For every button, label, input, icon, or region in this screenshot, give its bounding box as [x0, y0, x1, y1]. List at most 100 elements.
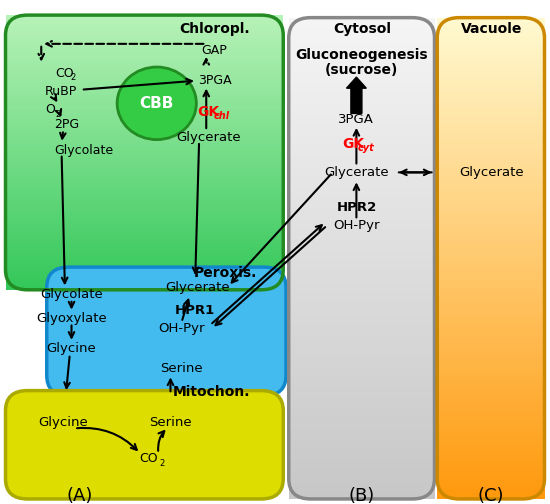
- Polygon shape: [437, 183, 544, 186]
- Polygon shape: [437, 410, 544, 412]
- Polygon shape: [6, 136, 283, 138]
- Polygon shape: [289, 215, 434, 217]
- Polygon shape: [437, 188, 544, 191]
- Polygon shape: [437, 494, 544, 496]
- Polygon shape: [6, 57, 283, 59]
- Text: HPR1: HPR1: [175, 304, 216, 318]
- Text: 3PGA: 3PGA: [338, 113, 375, 127]
- Polygon shape: [289, 123, 434, 126]
- Polygon shape: [437, 239, 544, 241]
- Polygon shape: [437, 313, 544, 316]
- Text: GK: GK: [342, 137, 364, 151]
- Polygon shape: [437, 477, 544, 480]
- Polygon shape: [437, 152, 544, 155]
- Polygon shape: [289, 287, 434, 290]
- Polygon shape: [289, 408, 434, 410]
- Polygon shape: [437, 186, 544, 188]
- Polygon shape: [289, 18, 434, 20]
- Polygon shape: [437, 148, 544, 150]
- Polygon shape: [289, 222, 434, 225]
- Polygon shape: [289, 85, 434, 87]
- Polygon shape: [289, 321, 434, 323]
- Polygon shape: [289, 273, 434, 275]
- Polygon shape: [437, 181, 544, 183]
- Polygon shape: [437, 167, 544, 169]
- Polygon shape: [6, 229, 283, 231]
- Text: Mitochon.: Mitochon.: [173, 385, 250, 399]
- Polygon shape: [437, 114, 544, 116]
- Polygon shape: [289, 155, 434, 157]
- Polygon shape: [437, 429, 544, 431]
- Polygon shape: [289, 133, 434, 136]
- Polygon shape: [6, 84, 283, 85]
- Polygon shape: [437, 316, 544, 319]
- Polygon shape: [437, 20, 544, 23]
- Polygon shape: [6, 273, 283, 275]
- Polygon shape: [6, 22, 283, 23]
- Polygon shape: [437, 326, 544, 328]
- Polygon shape: [289, 422, 434, 424]
- Polygon shape: [6, 235, 283, 236]
- Polygon shape: [437, 439, 544, 441]
- Polygon shape: [6, 123, 283, 125]
- Polygon shape: [437, 123, 544, 126]
- Polygon shape: [289, 340, 434, 343]
- Polygon shape: [437, 323, 544, 326]
- Polygon shape: [437, 169, 544, 172]
- Polygon shape: [437, 191, 544, 194]
- Polygon shape: [6, 60, 283, 62]
- Polygon shape: [6, 19, 283, 21]
- Polygon shape: [289, 415, 434, 417]
- Polygon shape: [289, 237, 434, 239]
- Polygon shape: [289, 99, 434, 102]
- Text: cyt: cyt: [358, 143, 375, 153]
- Text: Chloropl.: Chloropl.: [180, 22, 250, 36]
- Polygon shape: [289, 46, 434, 49]
- Polygon shape: [289, 241, 434, 244]
- Polygon shape: [6, 76, 283, 77]
- Polygon shape: [6, 155, 283, 157]
- Polygon shape: [289, 400, 434, 403]
- Polygon shape: [437, 145, 544, 148]
- Polygon shape: [6, 237, 283, 239]
- Polygon shape: [6, 161, 283, 162]
- Polygon shape: [289, 131, 434, 133]
- Polygon shape: [6, 91, 283, 92]
- Polygon shape: [6, 169, 283, 170]
- Polygon shape: [289, 97, 434, 99]
- Polygon shape: [6, 111, 283, 112]
- Polygon shape: [437, 126, 544, 129]
- Polygon shape: [289, 58, 434, 61]
- Polygon shape: [289, 37, 434, 39]
- Text: (B): (B): [349, 487, 375, 504]
- Polygon shape: [289, 129, 434, 131]
- Polygon shape: [6, 268, 283, 269]
- Polygon shape: [6, 95, 283, 96]
- Polygon shape: [437, 419, 544, 422]
- Polygon shape: [6, 77, 283, 78]
- Polygon shape: [289, 482, 434, 484]
- Polygon shape: [6, 276, 283, 277]
- Polygon shape: [289, 263, 434, 266]
- Polygon shape: [6, 159, 283, 161]
- Polygon shape: [437, 201, 544, 203]
- Polygon shape: [289, 328, 434, 331]
- Polygon shape: [6, 224, 283, 225]
- Polygon shape: [437, 198, 544, 201]
- Polygon shape: [437, 489, 544, 492]
- Polygon shape: [6, 228, 283, 229]
- Polygon shape: [289, 248, 434, 251]
- Polygon shape: [6, 43, 283, 44]
- Polygon shape: [6, 83, 283, 84]
- Polygon shape: [6, 85, 283, 87]
- Text: Glyoxylate: Glyoxylate: [36, 312, 107, 325]
- Polygon shape: [289, 463, 434, 465]
- Polygon shape: [289, 434, 434, 436]
- Polygon shape: [6, 243, 283, 244]
- Polygon shape: [437, 350, 544, 352]
- Text: 2PG: 2PG: [54, 118, 79, 132]
- Polygon shape: [6, 96, 283, 98]
- Polygon shape: [289, 405, 434, 408]
- Text: Vacuole: Vacuole: [460, 22, 522, 36]
- Polygon shape: [6, 250, 283, 251]
